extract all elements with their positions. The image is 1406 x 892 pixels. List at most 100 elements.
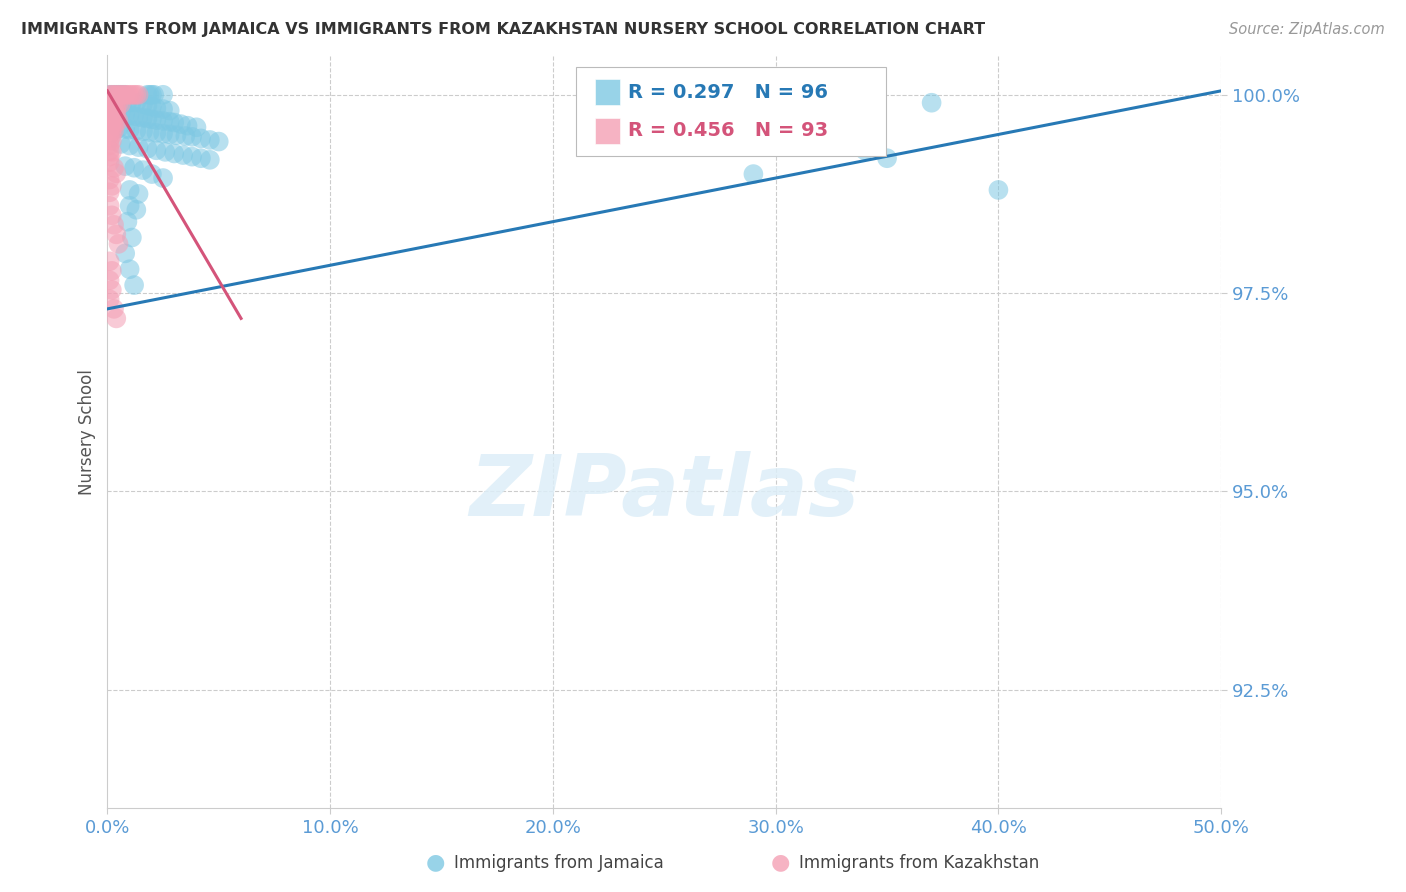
Point [145, 126, 167, 140]
Point [114, 87, 136, 102]
Point [105, 113, 128, 128]
Point [101, 283, 124, 297]
Point [107, 87, 129, 102]
Point [103, 301, 125, 316]
Text: ●: ● [426, 853, 446, 872]
Point [176, 119, 198, 133]
Point [136, 112, 159, 126]
Point [138, 125, 160, 139]
Point [101, 134, 124, 148]
Point [159, 128, 181, 142]
Point [101, 112, 124, 126]
Point [110, 107, 132, 121]
Point [853, 143, 876, 157]
Point [921, 95, 943, 110]
Point [103, 161, 125, 175]
Point [118, 122, 141, 136]
Point [101, 87, 124, 102]
Point [101, 100, 124, 114]
Point [107, 121, 129, 136]
Point [103, 101, 125, 115]
Point [118, 108, 141, 122]
Point [101, 122, 124, 136]
Point [103, 87, 125, 102]
Point [118, 87, 141, 102]
Point [190, 131, 212, 145]
Point [111, 87, 134, 102]
Point [98, 100, 121, 114]
Point [105, 107, 128, 121]
Point [118, 183, 141, 197]
Point [118, 138, 141, 153]
Point [831, 136, 853, 150]
Point [105, 311, 128, 326]
Point [132, 97, 155, 112]
Point [152, 114, 174, 128]
Point [103, 112, 125, 127]
Point [118, 262, 141, 277]
Point [159, 103, 181, 118]
Point [208, 135, 231, 149]
Point [132, 111, 155, 125]
Point [586, 100, 609, 114]
Point [132, 124, 155, 138]
Point [145, 101, 167, 115]
Point [145, 113, 167, 128]
Point [110, 87, 132, 102]
Point [110, 97, 132, 112]
Point [107, 96, 129, 111]
Point [105, 95, 128, 110]
Y-axis label: Nursery School: Nursery School [79, 369, 96, 495]
Point [98, 105, 121, 120]
Point [136, 87, 159, 102]
Point [98, 150, 121, 164]
Point [101, 118, 124, 132]
Text: IMMIGRANTS FROM JAMAICA VS IMMIGRANTS FROM KAZAKHSTAN NURSERY SCHOOL CORRELATION: IMMIGRANTS FROM JAMAICA VS IMMIGRANTS FR… [21, 22, 986, 37]
Point [101, 208, 124, 222]
Point [697, 107, 720, 121]
Point [125, 202, 148, 217]
Point [136, 99, 159, 113]
Point [174, 128, 197, 143]
Point [110, 87, 132, 102]
Point [105, 227, 128, 242]
Point [103, 95, 125, 110]
Point [101, 178, 124, 193]
Point [876, 151, 898, 165]
Point [107, 114, 129, 128]
Point [121, 95, 143, 110]
Point [181, 129, 204, 144]
Point [198, 133, 221, 147]
Point [114, 107, 136, 121]
Point [98, 117, 121, 131]
Text: ●: ● [770, 853, 790, 872]
Point [98, 87, 121, 102]
Text: Source: ZipAtlas.com: Source: ZipAtlas.com [1229, 22, 1385, 37]
Point [103, 95, 125, 109]
Point [125, 123, 148, 137]
Point [114, 159, 136, 173]
Point [101, 106, 124, 120]
Point [186, 120, 208, 135]
Point [98, 87, 121, 102]
Point [103, 87, 125, 102]
Point [114, 121, 136, 136]
Point [98, 155, 121, 169]
Point [101, 264, 124, 278]
Point [98, 273, 121, 287]
Point [125, 95, 148, 110]
Point [98, 111, 121, 125]
Point [125, 87, 148, 102]
Point [117, 95, 139, 110]
Point [152, 102, 174, 116]
Point [141, 100, 163, 114]
Point [117, 87, 139, 102]
Point [103, 218, 125, 232]
Point [198, 153, 221, 167]
Point [122, 109, 145, 123]
Point [141, 112, 163, 127]
Point [98, 186, 121, 200]
Point [121, 87, 143, 102]
Point [98, 293, 121, 307]
Point [163, 115, 186, 129]
